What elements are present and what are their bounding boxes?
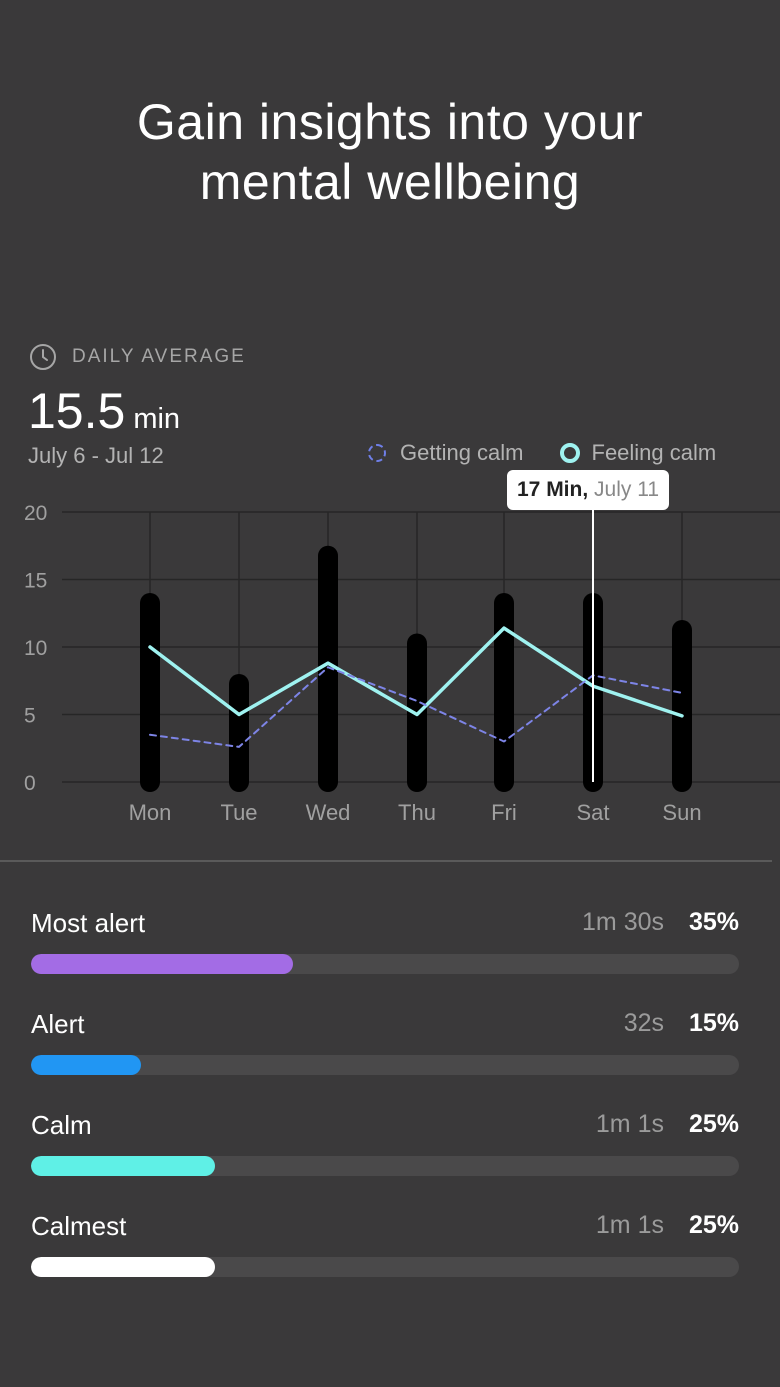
state-duration: 32s (623, 1009, 664, 1037)
state-row: Most alert 1m 30s 35% (31, 900, 739, 1001)
progress-fill (31, 1156, 216, 1176)
ring-icon (559, 443, 580, 463)
x-tick-label: Sun (662, 800, 701, 825)
state-duration: 1m 30s (582, 908, 664, 936)
progress-fill (31, 954, 293, 974)
x-tick-label: Mon (129, 800, 172, 825)
legend-getting-calm: Getting calm (368, 440, 524, 466)
progress-track (31, 1257, 739, 1277)
state-row: Calmest 1m 1s 25% (31, 1203, 739, 1304)
y-tick-label: 15 (24, 570, 47, 593)
bar-base (672, 772, 692, 782)
y-tick-label: 5 (24, 705, 36, 728)
bar-base (140, 772, 160, 782)
progress-fill (31, 1055, 141, 1075)
bar-base (318, 772, 338, 782)
section-divider (0, 860, 772, 862)
daily-average-number: 15.5 (28, 383, 126, 439)
chart-legend: Getting calm Feeling calm (368, 440, 716, 466)
bar-base (494, 772, 514, 782)
state-duration: 1m 1s (595, 1211, 664, 1239)
weekly-chart[interactable]: 0 5 10 15 20 Mon Tue Wed Thu Fri Sat Sun 17 Min, Ju… (0, 470, 780, 830)
state-percent: 15% (688, 1009, 739, 1037)
daily-average-label: DAILY AVERAGE (28, 340, 758, 374)
page-title: Gain insights into your mental wellbeing (0, 92, 780, 212)
progress-fill (31, 1257, 216, 1277)
page-title-line-2: mental wellbeing (199, 154, 581, 210)
x-tick-label: Tue (220, 800, 257, 825)
date-range: July 6 - Jul 12 (28, 443, 164, 468)
state-row: Alert 32s 15% (31, 1001, 739, 1102)
state-label: Alert (31, 1009, 85, 1039)
state-row: Calm 1m 1s 25% (31, 1102, 739, 1203)
tooltip-value: 17 Min, (517, 478, 589, 501)
state-percent: 25% (688, 1211, 739, 1239)
state-percent: 35% (688, 908, 739, 936)
progress-track (31, 1156, 739, 1176)
progress-track (31, 954, 739, 974)
bar-base (407, 772, 427, 782)
x-tick-label: Fri (491, 800, 517, 825)
progress-track (31, 1055, 739, 1075)
legend-feeling-calm-label: Feeling calm (591, 440, 717, 465)
clock-icon (30, 344, 56, 370)
daily-average-unit: min (133, 403, 181, 435)
daily-average-value: 15.5 min (28, 382, 180, 440)
tooltip-date: July 11 (594, 478, 660, 501)
state-label: Calmest (31, 1211, 127, 1241)
chart-tooltip: 17 Min, July 11 (507, 470, 670, 510)
y-tick-label: 20 (24, 502, 47, 525)
legend-feeling-calm: Feeling calm (524, 440, 717, 466)
page-title-line-1: Gain insights into your (136, 94, 644, 150)
daily-average-text: DAILY AVERAGE (72, 346, 246, 367)
daily-average-summary: DAILY AVERAGE 15.5 min July 6 - Jul 12 (28, 340, 758, 468)
state-breakdown-list: Most alert 1m 30s 35% Alert 32s 15% Calm 1m 1s 2… (31, 900, 739, 1304)
bar-base (229, 772, 249, 782)
x-tick-label: Thu (398, 800, 436, 825)
chart-canvas: 0 5 10 15 20 Mon Tue Wed Thu Fri Sat Sun (24, 502, 780, 825)
state-label: Calm (31, 1110, 92, 1140)
state-label: Most alert (31, 908, 146, 938)
dashed-circle-icon (368, 444, 386, 462)
y-tick-label: 10 (24, 637, 47, 660)
state-duration: 1m 1s (595, 1110, 664, 1138)
x-tick-label: Sat (576, 800, 609, 825)
x-tick-label: Wed (306, 800, 351, 825)
legend-getting-calm-label: Getting calm (400, 440, 524, 465)
state-percent: 25% (688, 1110, 739, 1138)
y-tick-label: 0 (24, 772, 36, 795)
